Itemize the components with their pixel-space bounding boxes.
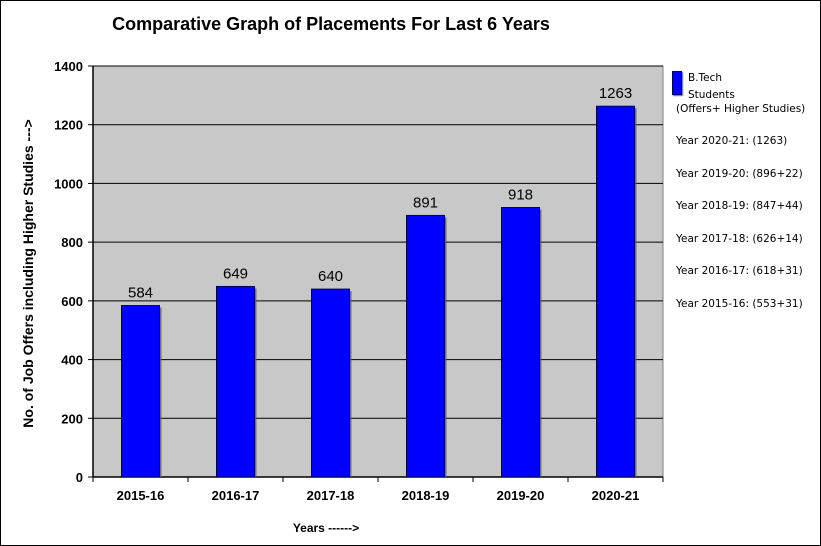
- bar-2016-17: [216, 285, 255, 478]
- x-axis: 2015-16 2016-17 2017-18 2018-19 2019-20 2020-…: [92, 476, 664, 503]
- y-axis: 0 200 400 600 800 1000 1200 1400: [54, 59, 94, 485]
- x-tick-label: 2015-16: [117, 488, 165, 503]
- legend-note: Year 2019-20: (896+22): [676, 167, 803, 180]
- legend-notes: Year 2020-21: (1263) Year 2019-20: (896+…: [676, 135, 803, 330]
- grid-lines: [93, 65, 663, 419]
- bar-2018-19: [406, 214, 445, 478]
- legend-note: Year 2017-18: (626+14): [676, 232, 803, 245]
- chart-title: Comparative Graph of Placements For Last…: [112, 14, 550, 34]
- bar-value-label: 649: [223, 265, 248, 282]
- bars: [121, 105, 637, 478]
- bar-2015-16: [121, 305, 160, 478]
- legend-series-label: B.Tech Students: [688, 72, 735, 101]
- legend-note: Year 2018-19: (847+44): [676, 200, 803, 212]
- y-tick-label: 1000: [54, 176, 83, 191]
- x-tick-label: 2018-19: [402, 488, 450, 503]
- y-tick-label: 400: [61, 353, 83, 368]
- bar-value-labels: 584 649 640 891 918 1263: [128, 85, 632, 301]
- legend-note: Year 2016-17: (618+31): [676, 265, 803, 277]
- legend-note: Year 2015-16: (553+31): [676, 297, 803, 310]
- x-axis-title: Years ------>: [293, 521, 359, 535]
- bar-value-label: 640: [318, 268, 343, 285]
- bar-2017-18: [311, 288, 350, 478]
- legend-note: Year 2020-21: (1263): [676, 135, 788, 147]
- y-axis-title: No. of Job Offers including Higher Studi…: [20, 119, 36, 427]
- bar-value-label: 1263: [599, 85, 632, 102]
- x-tick-label: 2019-20: [497, 488, 545, 503]
- y-tick-label: 0: [76, 470, 83, 485]
- plot-area: [92, 65, 664, 478]
- y-tick-label: 800: [61, 235, 83, 250]
- y-tick-label: 1200: [54, 118, 83, 133]
- bar-2020-21: [596, 105, 635, 478]
- y-tick-label: 1400: [54, 59, 83, 74]
- bar-value-label: 918: [508, 187, 533, 204]
- legend-subtitle: (Offers+ Higher Studies): [676, 103, 806, 115]
- x-tick-label: 2017-18: [307, 488, 355, 503]
- legend-swatch: [672, 71, 682, 95]
- x-tick-label: 2020-21: [592, 488, 640, 503]
- bar-2019-20: [501, 207, 540, 478]
- y-tick-label: 200: [61, 411, 83, 426]
- x-tick-label: 2016-17: [212, 488, 260, 503]
- y-tick-label: 600: [61, 294, 83, 309]
- bar-value-label: 891: [413, 194, 438, 211]
- bar-value-label: 584: [128, 285, 153, 302]
